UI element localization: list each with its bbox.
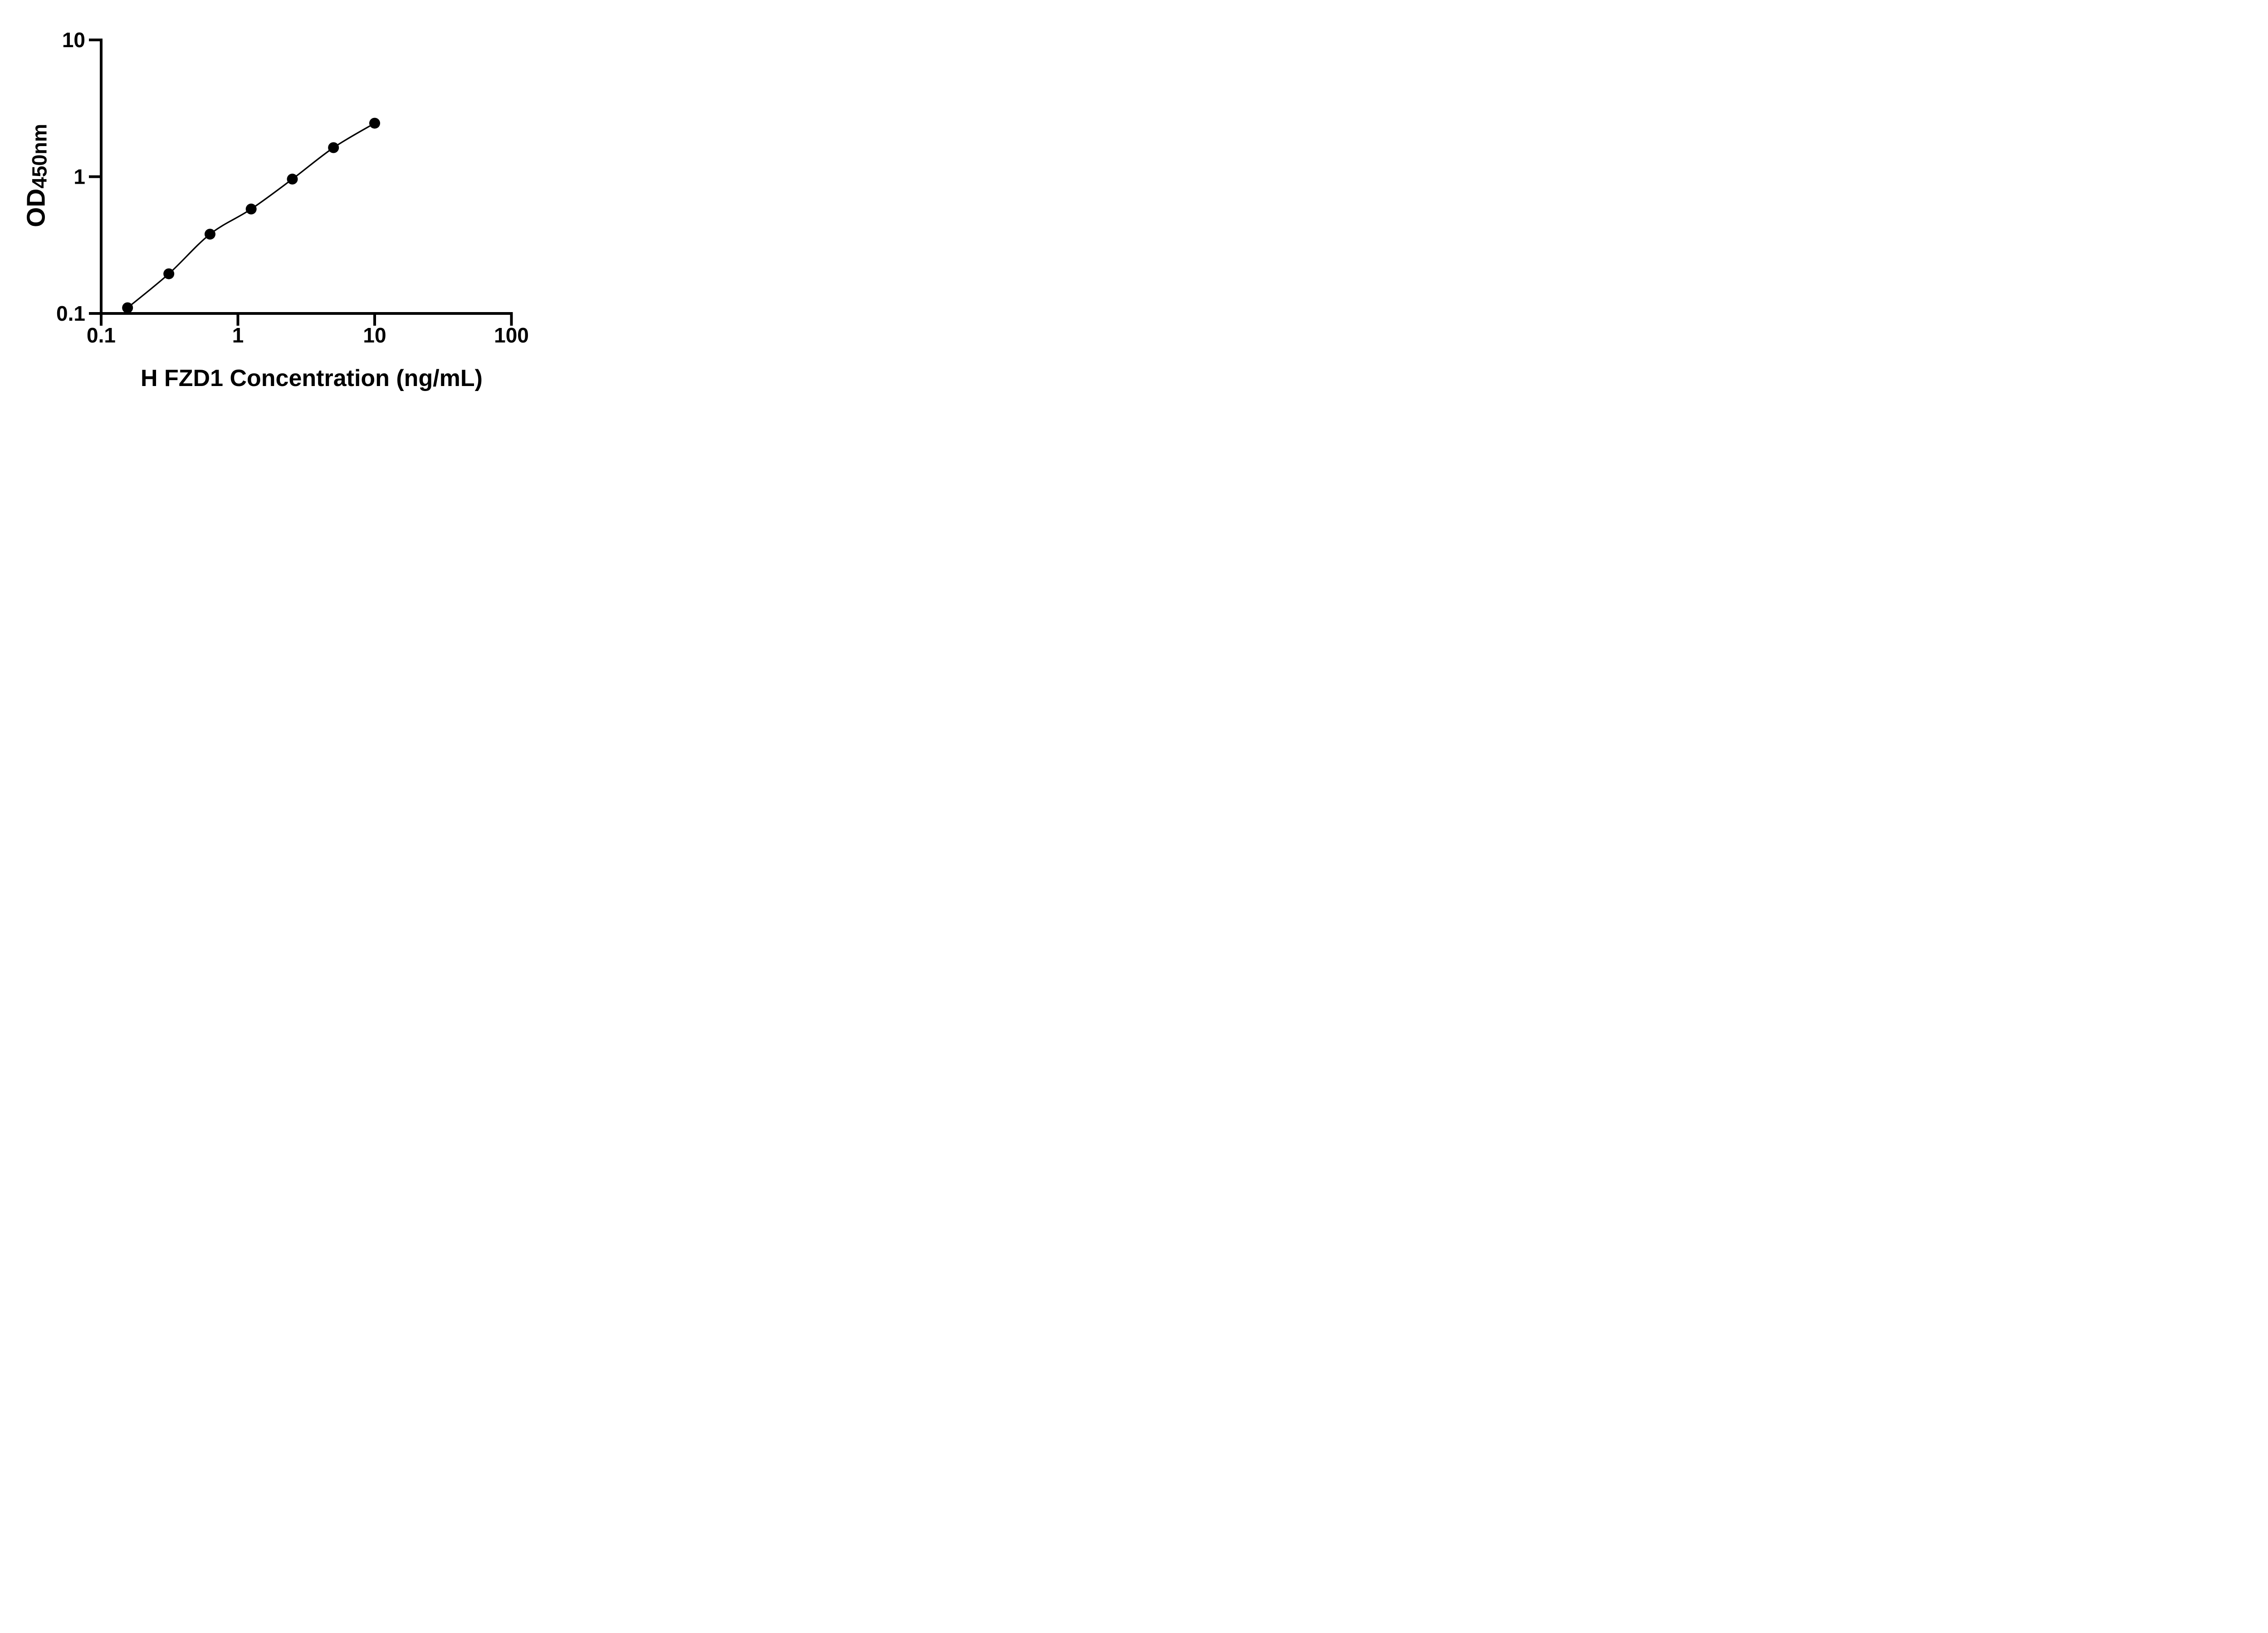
data-point bbox=[245, 203, 257, 215]
elisa-standard-curve-figure: 0.1 1 10 0.1 1 10 100 OD450nm H FZD1 Concentra… bbox=[0, 0, 572, 408]
x-tick-label: 0.1 bbox=[87, 323, 116, 347]
data-point bbox=[369, 117, 380, 129]
x-tick-label: 100 bbox=[494, 323, 529, 347]
y-axis-title: OD450nm bbox=[21, 124, 52, 227]
y-axis-title-main: OD bbox=[21, 188, 51, 228]
standard-curve-plot: 0.1 1 10 0.1 1 10 100 bbox=[56, 28, 529, 347]
y-axis-title-subscript: 450nm bbox=[28, 123, 51, 189]
y-tick-label: 0.1 bbox=[56, 302, 85, 325]
y-tick-label: 10 bbox=[62, 28, 85, 52]
data-point bbox=[205, 229, 215, 240]
x-axis-title: H FZD1 Concentration (ng/mL) bbox=[141, 365, 483, 391]
y-tick-label: 1 bbox=[73, 165, 85, 189]
x-tick-label: 10 bbox=[363, 323, 386, 347]
data-point bbox=[122, 302, 133, 313]
x-tick-label: 1 bbox=[232, 323, 244, 347]
data-point bbox=[163, 268, 175, 279]
data-point bbox=[328, 142, 339, 153]
data-point bbox=[287, 173, 298, 185]
